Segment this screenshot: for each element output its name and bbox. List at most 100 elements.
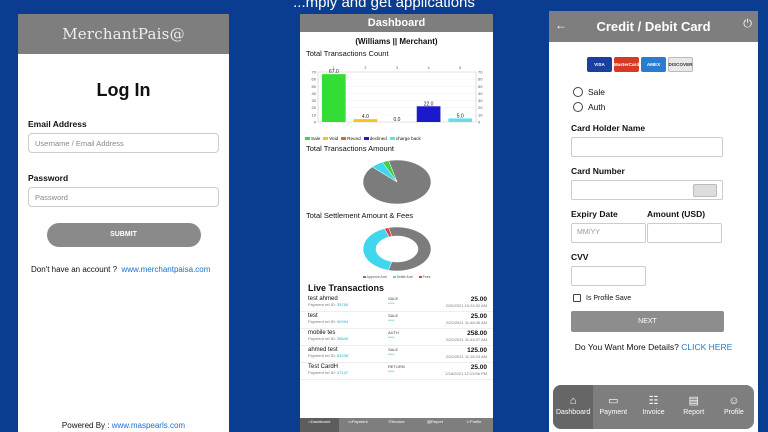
back-arrow-icon[interactable]: ← xyxy=(555,18,567,32)
card-holder-field[interactable] xyxy=(571,137,723,157)
y-tick-label: 10 xyxy=(312,112,317,117)
legend-swatch xyxy=(363,137,369,140)
merchant-name: (Williams || Merchant) xyxy=(355,37,438,46)
tx-ref: Payment ref ID: 83336 xyxy=(308,353,388,358)
tx-card: **** xyxy=(388,301,395,306)
bottom-nav: ⌂Dashboard▭Payment☷Invoice▤Report☺Profil… xyxy=(300,418,493,432)
nav-payment[interactable]: ▭Payment xyxy=(339,418,378,432)
x-tick-label: 2 xyxy=(364,66,366,70)
transaction-list: test ahmed Payment ref ID: 35784 SALE **** 2… xyxy=(300,295,493,380)
tx-name: ahmed test xyxy=(308,347,338,353)
y-tick-label-right: 70 xyxy=(478,70,483,75)
tx-right: 258.00 2/20/2021 11:44:07 AM xyxy=(424,330,487,344)
legend-label: Reund xyxy=(347,136,361,141)
transaction-row[interactable]: Test CardH Payment ref ID: 47147 RETURN ***… xyxy=(300,363,493,380)
more-details-text: Do You Want More Details? xyxy=(574,342,679,352)
page-title: Log In xyxy=(96,80,151,100)
nav-label: Dashboard xyxy=(310,419,331,424)
tx-name: test xyxy=(308,313,318,319)
radio-auth[interactable]: Auth xyxy=(573,99,758,114)
tx-amount: 25.00 xyxy=(470,313,487,320)
legend-swatch xyxy=(418,276,422,278)
tx-ref-label: Payment ref ID: xyxy=(308,336,336,341)
radio-icon xyxy=(573,86,583,97)
nav-report[interactable]: ▤Report xyxy=(674,385,714,429)
nav-report[interactable]: ▤Report xyxy=(416,418,455,432)
invoice-icon: ☷ xyxy=(388,419,392,424)
tx-ref-label: Payment ref ID: xyxy=(308,370,336,375)
bar-value-label: 4.0 xyxy=(362,114,369,120)
legend-item: Reund xyxy=(341,136,361,141)
powered-by-link[interactable]: www.maspearls.com xyxy=(111,421,186,430)
transaction-row[interactable]: test ahmed Payment ref ID: 35784 SALE **** 2… xyxy=(300,295,493,312)
nav-profile[interactable]: ☺Profile xyxy=(454,418,493,432)
amount-field[interactable] xyxy=(647,223,722,243)
legend-label: Approve Amt xyxy=(366,275,387,279)
report-icon: ▤ xyxy=(427,419,431,424)
card-brand-logo: MasterCard xyxy=(614,57,639,72)
dashboard-screen: Dashboard (Williams || Merchant) Total T… xyxy=(300,14,493,432)
power-icon[interactable]: ⏻ xyxy=(743,18,752,30)
credit-card-icon xyxy=(693,184,717,197)
nav-label: Payment xyxy=(599,409,628,416)
tx-date: 2/20/2021 11:44:07 AM xyxy=(445,337,487,342)
legend-item: Sale xyxy=(305,136,320,141)
dashboard-title: Dashboard xyxy=(300,14,493,32)
nav-profile[interactable]: ☺Profile xyxy=(714,385,754,429)
nav-payment[interactable]: ▭ Payment xyxy=(593,385,633,429)
email-field[interactable]: Username / Email Address xyxy=(28,133,219,153)
y-tick-label: 60 xyxy=(312,77,317,82)
tx-name: mobile tes xyxy=(308,330,336,336)
expiry-label: Expiry Date xyxy=(571,209,618,219)
card-brand-logo: AMEX xyxy=(641,57,666,72)
nav-dashboard[interactable]: ⌂Dashboard xyxy=(300,418,339,432)
card-number-field[interactable] xyxy=(571,180,723,200)
tx-left: test Payment ref ID: 92994 xyxy=(308,313,388,327)
nav-label: Dashboard xyxy=(555,409,591,416)
payment-icon: ▭ xyxy=(608,395,619,407)
checkbox-icon xyxy=(573,294,581,302)
invoice-icon: ☷ xyxy=(648,395,659,407)
tx-ref-id: 35784 xyxy=(336,302,349,307)
y-tick-label: 70 xyxy=(312,70,317,75)
tx-ref-id: 83336 xyxy=(336,353,349,358)
signup-prompt: Don't have an account ? www.merchantpais… xyxy=(31,265,229,274)
tx-card: **** xyxy=(388,369,395,374)
transaction-row[interactable]: mobile tes Payment ref ID: 39849 AUTH **** 2… xyxy=(300,329,493,346)
transactions-amount-chart xyxy=(362,159,431,205)
nav-dashboard[interactable]: ⌂Dashboard xyxy=(553,385,594,429)
transaction-row[interactable]: test Payment ref ID: 92994 SALE **** 25.00 2/… xyxy=(300,312,493,329)
radio-auth-label: Auth xyxy=(588,101,606,112)
tx-type: SALE xyxy=(388,347,399,352)
tx-mid: AUTH **** xyxy=(388,330,424,344)
submit-button[interactable]: SUBMIT xyxy=(46,223,201,247)
profile-icon: ☺ xyxy=(465,419,471,424)
legend-item: Void xyxy=(323,136,338,141)
cvv-field[interactable] xyxy=(571,266,646,286)
tx-date: 2/20/2021 11:48:46 AM xyxy=(445,320,487,325)
next-button[interactable]: NEXT xyxy=(571,311,724,332)
tx-date: 2/20/2021 11:16:23 AM xyxy=(445,354,487,359)
transaction-row[interactable]: ahmed test Payment ref ID: 83336 SALE **** 1… xyxy=(300,346,493,363)
tx-card: **** xyxy=(388,352,395,357)
bar-value-label: 5.0 xyxy=(457,113,464,119)
report-icon: ▤ xyxy=(688,395,699,407)
click-here-link[interactable]: CLICK HERE xyxy=(681,342,733,352)
password-field[interactable]: Password xyxy=(28,187,219,207)
login-screen: MerchantPais@ Log In Email Address Usern… xyxy=(18,14,229,432)
nav-invoice[interactable]: ☷ Invoice xyxy=(633,385,673,429)
tx-name: Test CardH xyxy=(308,364,339,370)
radio-icon xyxy=(573,101,583,112)
no-account-text: Don't have an account ? xyxy=(31,265,118,274)
signup-link[interactable]: www.merchantpaisa.com xyxy=(121,265,211,274)
expiry-field[interactable]: MM/YY xyxy=(571,223,646,243)
nav-label: Invoice xyxy=(642,409,665,416)
card-brand-logo: VISA xyxy=(587,57,612,72)
radio-sale[interactable]: Sale xyxy=(573,84,758,99)
profile-save-checkbox[interactable]: Is Profile Save xyxy=(573,294,758,302)
profile-icon: ☺ xyxy=(728,395,740,407)
nav-invoice[interactable]: ☷Invoice xyxy=(377,418,416,432)
bar-declined xyxy=(416,106,441,122)
more-details: Do You Want More Details? CLICK HERE xyxy=(549,342,758,352)
tx-ref-label: Payment ref ID: xyxy=(308,302,336,307)
